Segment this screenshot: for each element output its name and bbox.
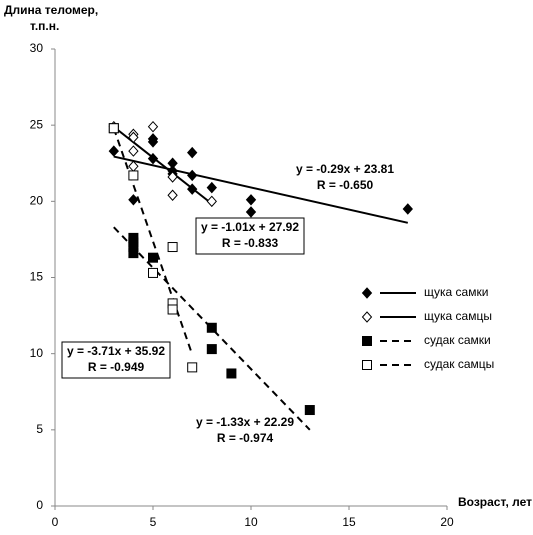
- trend-line: [113, 226, 311, 431]
- x-tick-label: 0: [52, 515, 59, 529]
- trend-line: [113, 155, 409, 224]
- equation-label: y = -0.29x + 23.81: [296, 162, 394, 176]
- r-label: R = -0.974: [217, 431, 274, 445]
- legend-label: щука самки: [424, 285, 488, 299]
- point: [128, 194, 139, 206]
- point: [128, 248, 139, 259]
- point: [128, 170, 139, 181]
- x-tick-label: 10: [244, 515, 258, 529]
- point: [167, 189, 178, 201]
- point: [147, 136, 159, 148]
- equation-label: y = -1.33x + 22.29: [196, 415, 294, 429]
- point: [206, 322, 217, 333]
- point: [148, 267, 158, 278]
- point: [187, 362, 198, 373]
- label-box: [195, 217, 305, 255]
- label-box: [61, 341, 171, 379]
- x-axis-label: Возраст, лет: [458, 495, 532, 509]
- point: [206, 181, 217, 194]
- r-label: R = -0.833: [222, 236, 279, 250]
- point: [128, 131, 139, 144]
- point: [304, 405, 315, 416]
- y-tick-label: 5: [36, 422, 43, 436]
- point: [362, 360, 372, 370]
- y-axis-label: Длина теломер,: [4, 3, 98, 17]
- legend-label: судак самки: [424, 333, 491, 347]
- x-tick-label: 20: [440, 515, 454, 529]
- trend-line: [113, 126, 213, 205]
- point: [206, 195, 217, 208]
- point: [147, 120, 159, 133]
- point: [362, 336, 372, 346]
- point: [187, 146, 198, 159]
- point: [167, 242, 178, 253]
- point: [128, 160, 139, 173]
- point: [245, 206, 257, 218]
- point: [361, 287, 373, 299]
- r-label: R = -0.650: [317, 178, 374, 192]
- trend-line: [112, 128, 194, 355]
- r-label: R = -0.949: [88, 360, 145, 374]
- point: [226, 368, 237, 379]
- point: [167, 304, 178, 315]
- y-axis-label: т.п.н.: [30, 19, 59, 33]
- point: [128, 145, 139, 157]
- y-tick-label: 20: [30, 194, 44, 208]
- point: [402, 203, 413, 215]
- point: [108, 145, 119, 157]
- equation-label: y = -3.71x + 35.92: [67, 344, 165, 358]
- y-tick-label: 10: [30, 346, 44, 360]
- y-tick-label: 15: [30, 270, 44, 284]
- point: [245, 194, 257, 206]
- x-tick-label: 15: [342, 515, 356, 529]
- equation-label: y = -1.01x + 27.92: [201, 220, 299, 234]
- y-tick-label: 25: [30, 117, 44, 131]
- point: [167, 171, 178, 183]
- point: [206, 344, 217, 355]
- legend-label: щука самцы: [424, 309, 492, 323]
- legend-label: судак самцы: [424, 357, 494, 371]
- point: [108, 123, 119, 134]
- point: [187, 169, 198, 182]
- y-tick-label: 30: [30, 41, 44, 55]
- point: [148, 252, 158, 263]
- y-tick-label: 0: [36, 498, 43, 512]
- point: [361, 311, 373, 323]
- x-tick-label: 5: [150, 515, 157, 529]
